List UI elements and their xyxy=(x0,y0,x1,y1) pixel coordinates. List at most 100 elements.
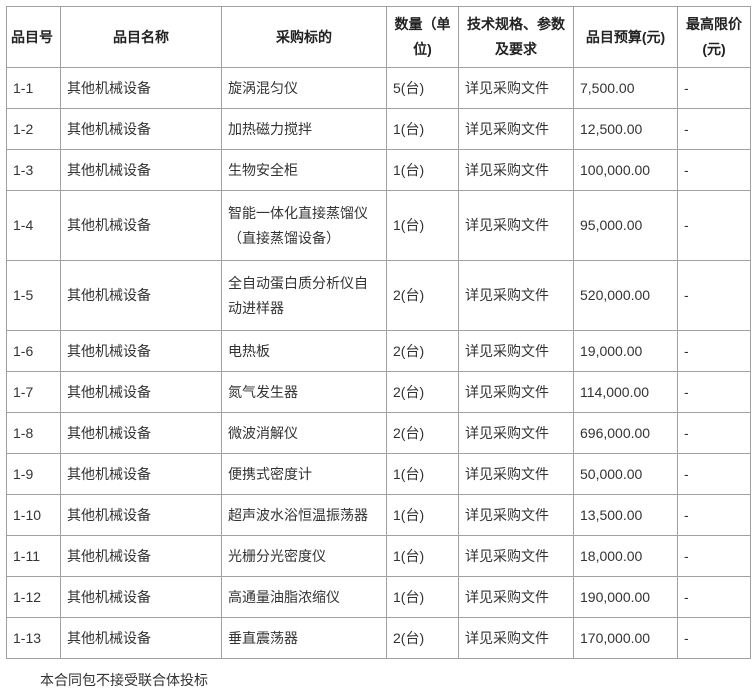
header-target: 采购标的 xyxy=(221,6,387,68)
header-item-no: 品目号 xyxy=(6,6,61,68)
cell-specs: 详见采购文件 xyxy=(458,412,574,454)
cell-item-no: 1-3 xyxy=(6,149,61,191)
cell-max-price: - xyxy=(677,149,751,191)
cell-max-price: - xyxy=(677,190,751,261)
cell-budget: 100,000.00 xyxy=(573,149,678,191)
cell-item-name: 其他机械设备 xyxy=(60,330,222,372)
cell-item-name: 其他机械设备 xyxy=(60,108,222,150)
cell-quantity: 2(台) xyxy=(386,330,459,372)
header-budget: 品目预算(元) xyxy=(573,6,678,68)
cell-quantity: 1(台) xyxy=(386,453,459,495)
cell-item-name: 其他机械设备 xyxy=(60,260,222,331)
cell-quantity: 2(台) xyxy=(386,371,459,413)
cell-quantity: 1(台) xyxy=(386,190,459,261)
table-row: 1-1 其他机械设备 旋涡混匀仪 5(台) 详见采购文件 7,500.00- xyxy=(6,67,751,109)
procurement-table: 品目号 品目名称 采购标的 数量（单位) 技术规格、参数及要求 品目预算(元) … xyxy=(6,6,751,659)
cell-budget: 170,000.00 xyxy=(573,617,678,659)
header-item-name: 品目名称 xyxy=(60,6,222,68)
cell-budget: 7,500.00 xyxy=(573,67,678,109)
cell-specs: 详见采购文件 xyxy=(458,535,574,577)
cell-target: 智能一体化直接蒸馏仪（直接蒸馏设备） xyxy=(221,190,387,261)
cell-target: 加热磁力搅拌 xyxy=(221,108,387,150)
cell-target: 超声波水浴恒温振荡器 xyxy=(221,494,387,536)
cell-item-no: 1-2 xyxy=(6,108,61,150)
cell-max-price: - xyxy=(677,576,751,618)
cell-max-price: - xyxy=(677,371,751,413)
cell-budget: 18,000.00 xyxy=(573,535,678,577)
cell-specs: 详见采购文件 xyxy=(458,149,574,191)
table-row: 1-8 其他机械设备 微波消解仪 2(台) 详见采购文件 696,000.00- xyxy=(6,412,751,454)
cell-item-name: 其他机械设备 xyxy=(60,67,222,109)
cell-specs: 详见采购文件 xyxy=(458,67,574,109)
cell-item-no: 1-4 xyxy=(6,190,61,261)
cell-max-price: - xyxy=(677,330,751,372)
cell-max-price: - xyxy=(677,260,751,331)
cell-quantity: 1(台) xyxy=(386,535,459,577)
cell-quantity: 2(台) xyxy=(386,260,459,331)
cell-budget: 190,000.00 xyxy=(573,576,678,618)
cell-item-no: 1-12 xyxy=(6,576,61,618)
table-row: 1-10 其他机械设备 超声波水浴恒温振荡器 1(台) 详见采购文件 13,500.00- xyxy=(6,494,751,536)
cell-quantity: 2(台) xyxy=(386,617,459,659)
cell-budget: 114,000.00 xyxy=(573,371,678,413)
cell-item-no: 1-6 xyxy=(6,330,61,372)
cell-item-no: 1-11 xyxy=(6,535,61,577)
cell-item-name: 其他机械设备 xyxy=(60,494,222,536)
cell-target: 光栅分光密度仪 xyxy=(221,535,387,577)
cell-budget: 95,000.00 xyxy=(573,190,678,261)
cell-budget: 13,500.00 xyxy=(573,494,678,536)
cell-item-name: 其他机械设备 xyxy=(60,371,222,413)
cell-specs: 详见采购文件 xyxy=(458,260,574,331)
cell-quantity: 1(台) xyxy=(386,108,459,150)
cell-item-name: 其他机械设备 xyxy=(60,190,222,261)
cell-specs: 详见采购文件 xyxy=(458,330,574,372)
cell-target: 垂直震荡器 xyxy=(221,617,387,659)
header-specs: 技术规格、参数及要求 xyxy=(458,6,574,68)
cell-quantity: 1(台) xyxy=(386,149,459,191)
table-row: 1-12 其他机械设备 高通量油脂浓缩仪 1(台) 详见采购文件 190,000.00- xyxy=(6,576,751,618)
cell-specs: 详见采购文件 xyxy=(458,371,574,413)
table-row: 1-9 其他机械设备 便携式密度计 1(台) 详见采购文件 50,000.00- xyxy=(6,453,751,495)
cell-quantity: 1(台) xyxy=(386,494,459,536)
cell-max-price: - xyxy=(677,108,751,150)
cell-max-price: - xyxy=(677,67,751,109)
cell-target: 电热板 xyxy=(221,330,387,372)
cell-max-price: - xyxy=(677,494,751,536)
cell-quantity: 2(台) xyxy=(386,412,459,454)
cell-target: 微波消解仪 xyxy=(221,412,387,454)
header-quantity: 数量（单位) xyxy=(386,6,459,68)
cell-budget: 520,000.00 xyxy=(573,260,678,331)
cell-item-name: 其他机械设备 xyxy=(60,535,222,577)
cell-quantity: 1(台) xyxy=(386,576,459,618)
cell-specs: 详见采购文件 xyxy=(458,494,574,536)
table-row: 1-5 其他机械设备 全自动蛋白质分析仪自动进样器 2(台) 详见采购文件 520,000… xyxy=(6,260,751,331)
cell-budget: 696,000.00 xyxy=(573,412,678,454)
cell-item-name: 其他机械设备 xyxy=(60,453,222,495)
cell-max-price: - xyxy=(677,412,751,454)
cell-item-no: 1-1 xyxy=(6,67,61,109)
cell-specs: 详见采购文件 xyxy=(458,108,574,150)
cell-target: 高通量油脂浓缩仪 xyxy=(221,576,387,618)
footnote: 本合同包不接受联合体投标 xyxy=(40,672,208,688)
cell-budget: 50,000.00 xyxy=(573,453,678,495)
cell-item-no: 1-10 xyxy=(6,494,61,536)
table-row: 1-13 其他机械设备 垂直震荡器 2(台) 详见采购文件 170,000.00- xyxy=(6,617,751,659)
cell-item-name: 其他机械设备 xyxy=(60,617,222,659)
cell-target: 便携式密度计 xyxy=(221,453,387,495)
cell-target: 氮气发生器 xyxy=(221,371,387,413)
cell-budget: 19,000.00 xyxy=(573,330,678,372)
cell-target: 旋涡混匀仪 xyxy=(221,67,387,109)
cell-max-price: - xyxy=(677,535,751,577)
cell-item-name: 其他机械设备 xyxy=(60,412,222,454)
cell-target: 全自动蛋白质分析仪自动进样器 xyxy=(221,260,387,331)
table-row: 1-3 其他机械设备 生物安全柜 1(台) 详见采购文件 100,000.00- xyxy=(6,149,751,191)
cell-item-name: 其他机械设备 xyxy=(60,576,222,618)
header-row: 品目号 品目名称 采购标的 数量（单位) 技术规格、参数及要求 品目预算(元) … xyxy=(6,6,751,68)
header-max-price: 最高限价(元) xyxy=(677,6,751,68)
cell-quantity: 5(台) xyxy=(386,67,459,109)
cell-max-price: - xyxy=(677,453,751,495)
cell-item-no: 1-9 xyxy=(6,453,61,495)
cell-specs: 详见采购文件 xyxy=(458,190,574,261)
cell-item-no: 1-7 xyxy=(6,371,61,413)
cell-target: 生物安全柜 xyxy=(221,149,387,191)
